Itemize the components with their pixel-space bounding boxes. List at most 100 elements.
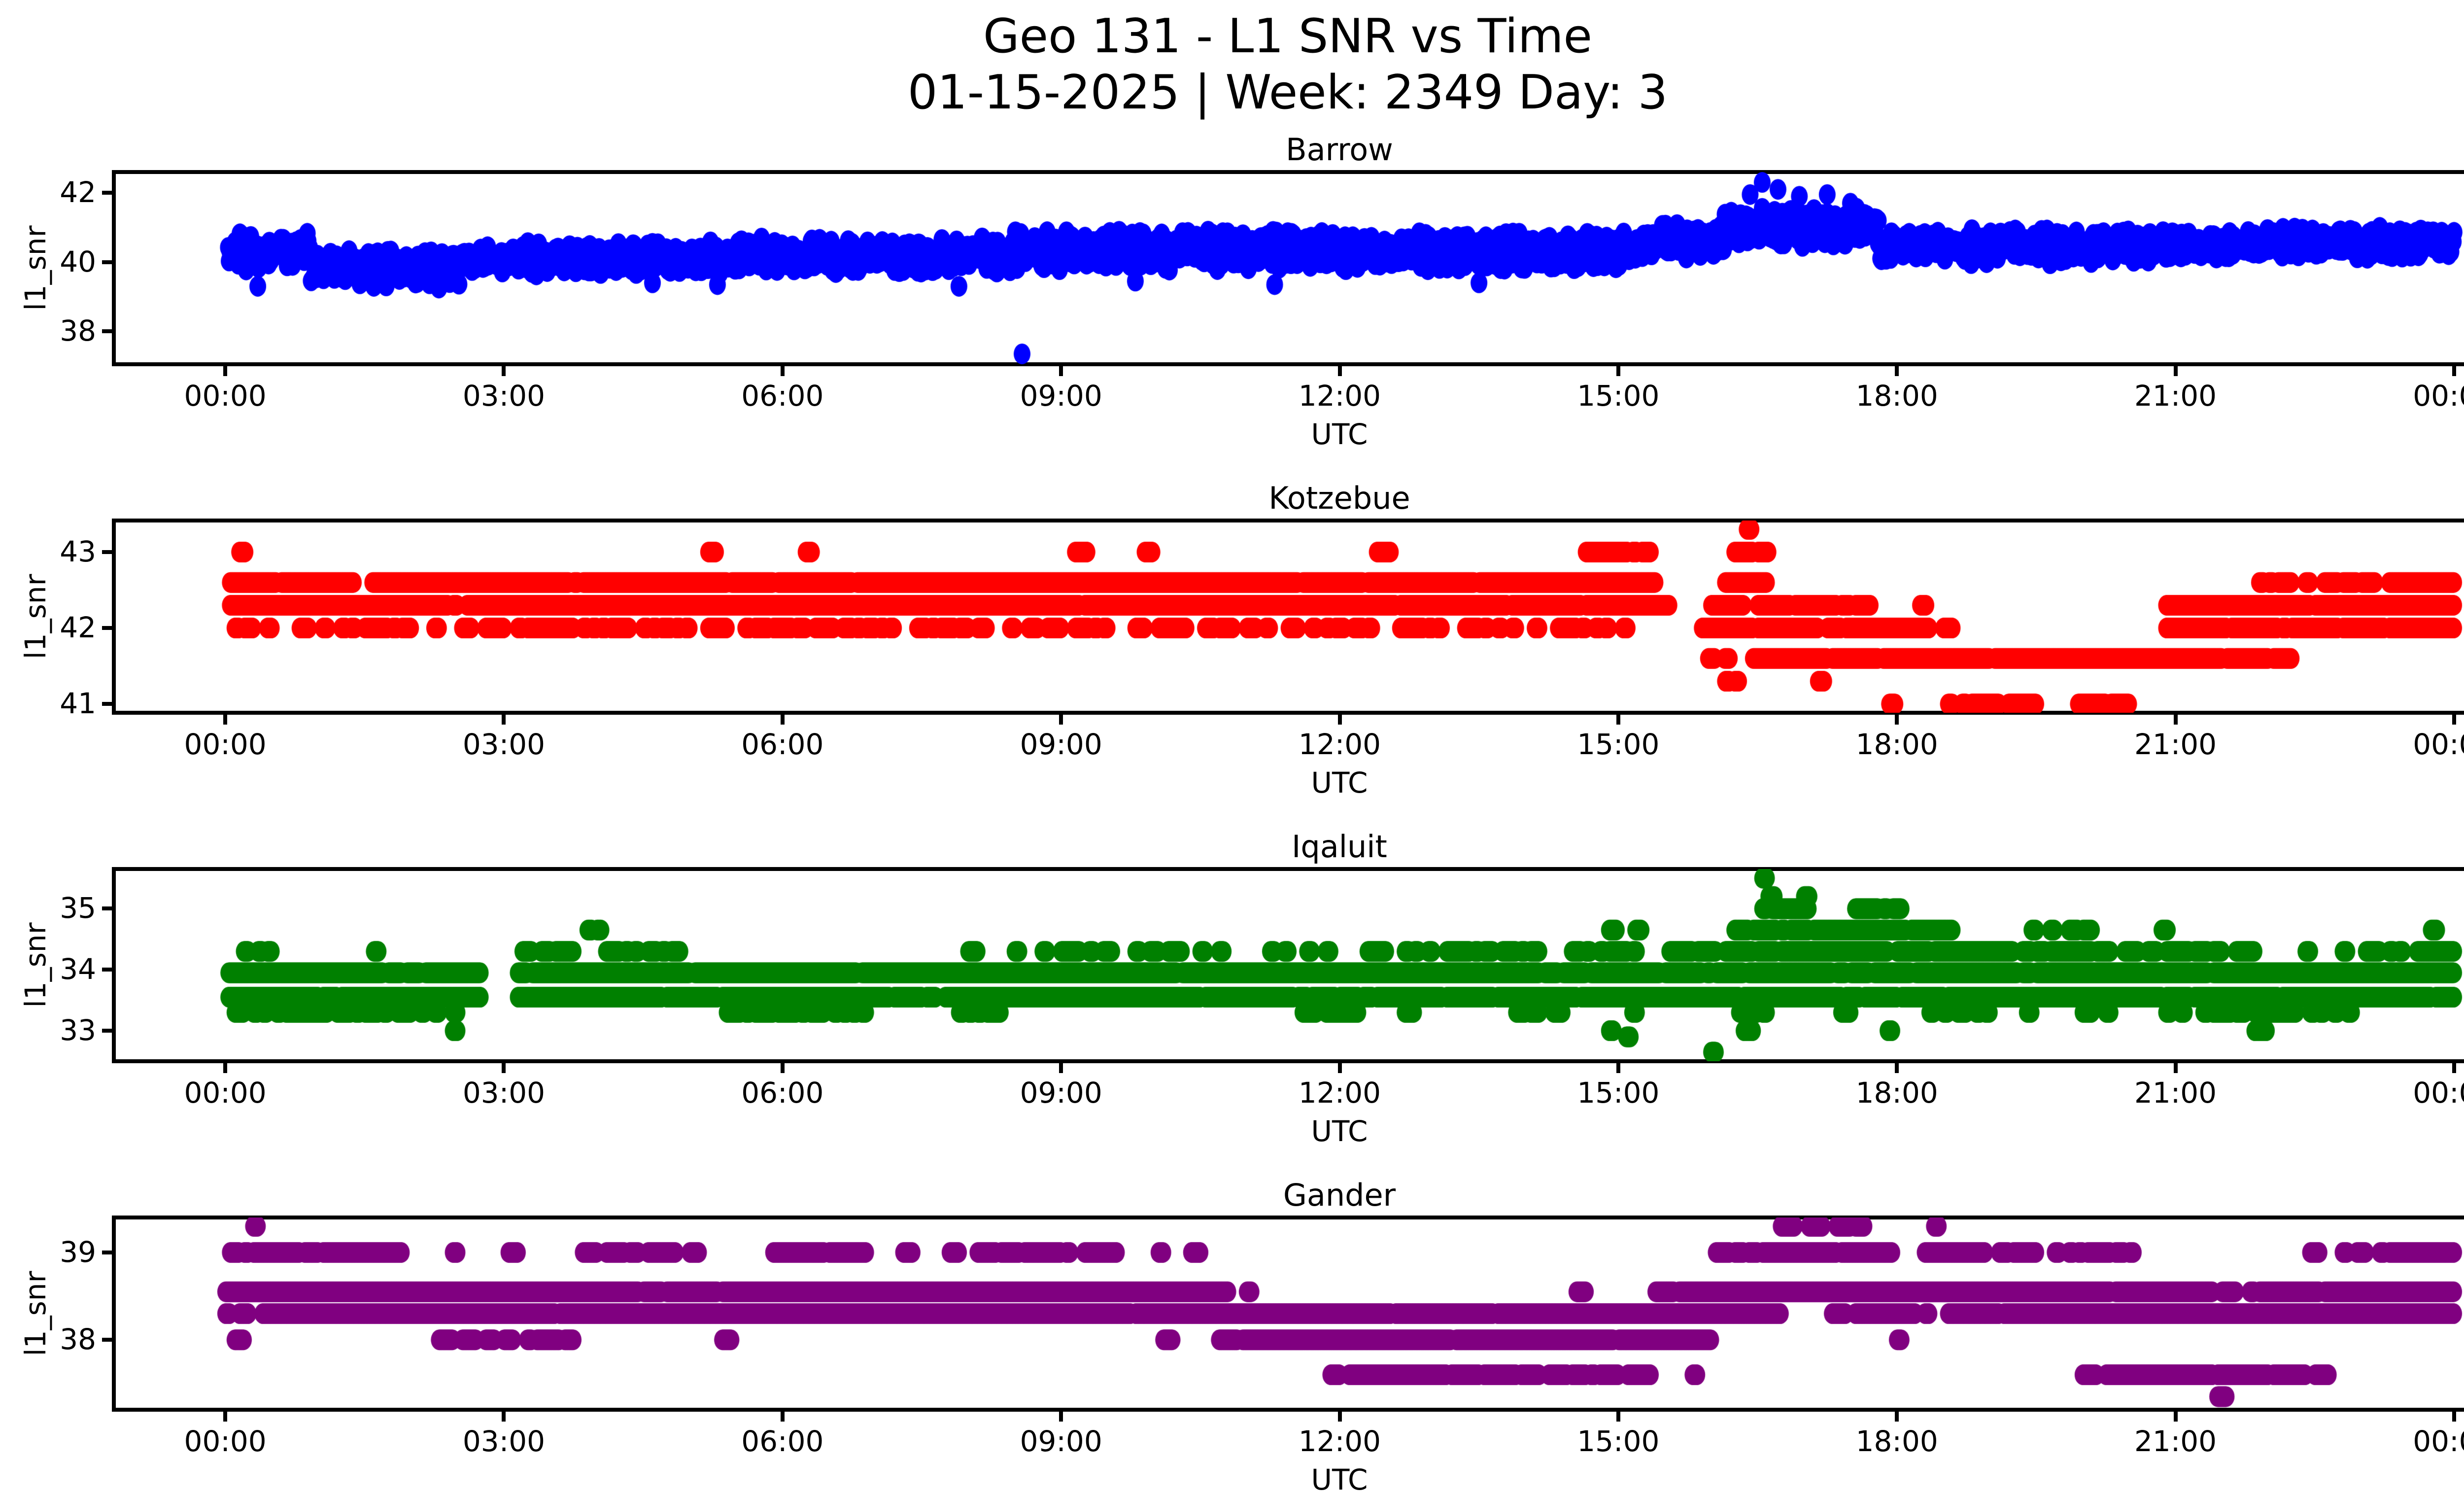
x-tick-mark	[223, 1412, 228, 1422]
scatter-canvas-iqaluit	[114, 869, 2464, 1061]
subplot-title: Kotzebue	[1268, 480, 1410, 516]
x-tick-mark	[2173, 1063, 2178, 1073]
x-tick-label: 21:00	[2134, 1425, 2217, 1458]
x-tick-label: 12:00	[1298, 728, 1381, 761]
x-tick-label: 00:00	[184, 728, 267, 761]
x-tick-mark	[1895, 366, 1899, 376]
x-tick-mark	[2452, 1063, 2456, 1073]
x-tick-label: 00:00	[2413, 379, 2464, 413]
figure-subtitle: 01-15-2025 | Week: 2349 Day: 3	[907, 66, 1668, 120]
y-tick-label: 40	[60, 244, 96, 278]
x-tick-label: 06:00	[741, 379, 824, 413]
x-tick-mark	[1337, 1063, 1342, 1073]
x-tick-label: 15:00	[1577, 1425, 1660, 1458]
subplot-title: Barrow	[1286, 132, 1393, 168]
x-tick-mark	[780, 366, 785, 376]
x-tick-label: 00:00	[2413, 728, 2464, 761]
x-tick-label: 03:00	[462, 1425, 546, 1458]
scatter-canvas-gander	[114, 1217, 2464, 1410]
x-tick-mark	[502, 1412, 506, 1422]
x-tick-mark	[1059, 1063, 1063, 1073]
x-tick-label: 21:00	[2134, 728, 2217, 761]
x-tick-mark	[1337, 715, 1342, 725]
x-tick-mark	[1059, 1412, 1063, 1422]
y-tick-mark	[102, 906, 112, 911]
x-tick-label: 15:00	[1577, 1076, 1660, 1110]
x-tick-mark	[502, 1063, 506, 1073]
x-tick-mark	[223, 715, 228, 725]
y-tick-label: 35	[60, 891, 96, 925]
x-tick-label: 15:00	[1577, 728, 1660, 761]
y-tick-mark	[102, 550, 112, 554]
x-tick-mark	[1895, 1412, 1899, 1422]
x-tick-label: 00:00	[2413, 1076, 2464, 1110]
x-tick-label: 09:00	[1020, 728, 1102, 761]
x-tick-label: 00:00	[184, 379, 267, 413]
scatter-canvas-kotzebue	[114, 521, 2464, 713]
y-tick-label: 38	[60, 1322, 96, 1356]
x-tick-label: 09:00	[1020, 1076, 1102, 1110]
x-tick-mark	[780, 1063, 785, 1073]
x-tick-mark	[1616, 715, 1620, 725]
y-tick-mark	[102, 1250, 112, 1254]
y-tick-label: 42	[60, 175, 96, 209]
y-tick-label: 33	[60, 1013, 96, 1047]
x-tick-mark	[1895, 715, 1899, 725]
figure-title: Geo 131 - L1 SNR vs Time	[983, 9, 1592, 64]
x-tick-mark	[2173, 1412, 2178, 1422]
subplot-title: Gander	[1283, 1177, 1396, 1213]
x-tick-label: 21:00	[2134, 379, 2217, 413]
x-tick-mark	[2452, 1412, 2456, 1422]
y-tick-label: 43	[60, 534, 96, 568]
x-tick-label: 21:00	[2134, 1076, 2217, 1110]
x-tick-label: 06:00	[741, 728, 824, 761]
x-tick-label: 00:00	[184, 1425, 267, 1458]
x-tick-label: 18:00	[1855, 379, 1938, 413]
x-tick-mark	[502, 715, 506, 725]
x-tick-mark	[1059, 366, 1063, 376]
x-tick-mark	[780, 715, 785, 725]
x-tick-label: 09:00	[1020, 1425, 1102, 1458]
y-tick-label: 38	[60, 314, 96, 348]
x-tick-mark	[223, 1063, 228, 1073]
x-tick-label: 12:00	[1298, 379, 1381, 413]
y-tick-mark	[102, 329, 112, 334]
x-tick-mark	[1616, 1063, 1620, 1073]
x-tick-label: 00:00	[2413, 1425, 2464, 1458]
x-tick-label: 06:00	[741, 1076, 824, 1110]
x-tick-mark	[2452, 366, 2456, 376]
y-tick-mark	[102, 626, 112, 630]
x-axis-label: UTC	[1311, 766, 1368, 800]
x-tick-mark	[2452, 715, 2456, 725]
x-tick-mark	[780, 1412, 785, 1422]
y-tick-mark	[102, 702, 112, 706]
x-axis-label: UTC	[1311, 1114, 1368, 1148]
x-tick-label: 03:00	[462, 1076, 546, 1110]
x-axis-label: UTC	[1311, 1463, 1368, 1495]
y-tick-label: 41	[60, 687, 96, 721]
x-tick-label: 12:00	[1298, 1076, 1381, 1110]
x-tick-label: 06:00	[741, 1425, 824, 1458]
y-tick-mark	[102, 968, 112, 972]
x-tick-label: 09:00	[1020, 379, 1102, 413]
x-tick-mark	[502, 366, 506, 376]
x-tick-label: 18:00	[1855, 1425, 1938, 1458]
x-axis-label: UTC	[1311, 417, 1368, 451]
x-tick-mark	[2173, 715, 2178, 725]
x-tick-label: 18:00	[1855, 1076, 1938, 1110]
x-tick-mark	[1616, 366, 1620, 376]
x-tick-mark	[1616, 1412, 1620, 1422]
scatter-canvas-barrow	[114, 172, 2464, 364]
y-tick-mark	[102, 1029, 112, 1033]
x-tick-mark	[1337, 366, 1342, 376]
subplot-title: Iqaluit	[1292, 829, 1387, 865]
x-tick-mark	[223, 366, 228, 376]
x-tick-mark	[1337, 1412, 1342, 1422]
y-tick-mark	[102, 1338, 112, 1342]
y-tick-label: 34	[60, 952, 96, 986]
y-tick-mark	[102, 191, 112, 195]
x-tick-mark	[1895, 1063, 1899, 1073]
x-tick-label: 15:00	[1577, 379, 1660, 413]
x-tick-label: 03:00	[462, 379, 546, 413]
